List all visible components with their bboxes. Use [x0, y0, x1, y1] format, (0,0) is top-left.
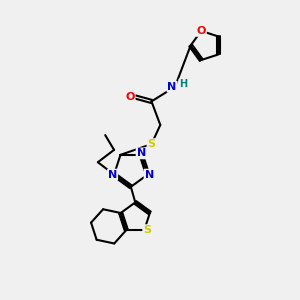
Text: O: O — [196, 26, 206, 36]
Text: N: N — [167, 82, 177, 92]
Text: S: S — [143, 225, 151, 235]
Text: N: N — [108, 169, 117, 180]
Text: S: S — [148, 139, 155, 149]
Text: O: O — [125, 92, 135, 102]
Text: N: N — [145, 169, 154, 180]
Text: H: H — [179, 79, 187, 89]
Text: N: N — [136, 148, 146, 158]
